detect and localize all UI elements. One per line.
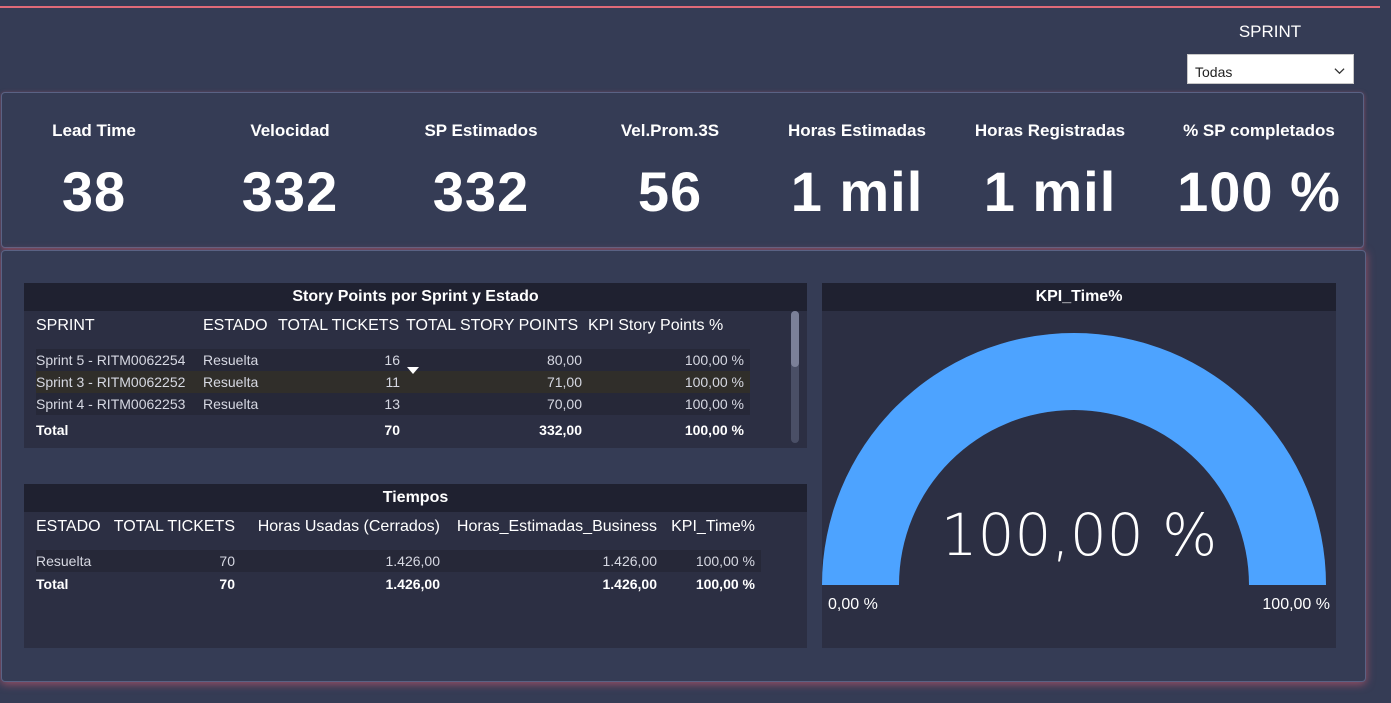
kpi-cards-panel: Lead Time 38 Velocidad 332 SP Estimados … [1,92,1364,248]
table-cell: 1.426,00 [385,576,441,592]
story-points-table-visual[interactable]: Story Points por Sprint y Estado SPRINT … [24,283,807,448]
table-cell: 80,00 [406,349,588,371]
kpi-label: Horas Registradas [974,121,1126,140]
column-header-horas-usadas[interactable]: Horas Usadas (Cerrados) [257,518,440,535]
kpi-value: 38 [61,160,127,223]
table-cell: 332,00 [539,422,582,438]
table-cell: 1.426,00 [446,550,663,572]
sprint-slicer-dropdown[interactable]: Todas [1187,54,1354,84]
column-header-horas-estimadas[interactable]: Horas_Estimadas_Business [456,518,657,535]
chevron-down-icon [1334,68,1345,75]
column-header-sprint[interactable]: SPRINT [36,317,95,334]
table-cell: Resuelta [203,371,278,393]
table-total-row: Total 70 332,00 100,00 % [36,415,750,445]
gauge-min-label: 0,00 % [828,596,878,613]
table-cell: Resuelta [203,393,278,415]
table-cell: Resuelta [203,349,278,371]
sort-descending-icon[interactable] [407,367,419,374]
table-row[interactable]: Sprint 4 - RITM0062253 Resuelta 13 70,00… [36,393,750,415]
tiempos-table: ESTADO TOTAL TICKETS Horas Usadas (Cerra… [36,512,761,596]
kpi-label: Horas Estimadas [788,121,926,140]
gauge-max-label: 100,00 % [1262,596,1330,613]
table-cell: 11 [278,371,406,393]
table-cell: Sprint 3 - RITM0062252 [36,371,203,393]
top-accent-line [0,6,1380,8]
table-cell: 70 [111,550,241,572]
table-cell: 100,00 % [695,576,755,592]
kpi-value: 332 [241,160,339,223]
kpi-label: Lead Time [52,121,136,140]
sprint-slicer-selected: Todas [1195,64,1233,80]
story-points-table: SPRINT ESTADO TOTAL TICKETS TOTAL STORY … [36,311,750,445]
table-cell: 1.426,00 [241,550,446,572]
kpi-label: Velocidad [250,121,330,140]
column-header-total-story-points[interactable]: TOTAL STORY POINTS [406,317,579,334]
table-total-row: Total 70 1.426,00 1.426,00 100,00 % [36,572,761,596]
table-cell: 13 [278,393,406,415]
story-points-table-title: Story Points por Sprint y Estado [24,283,807,311]
kpi-value: 332 [432,160,530,223]
column-header-estado[interactable]: ESTADO [36,518,101,535]
table-cell: 70 [219,576,235,592]
table-cell: 100,00 % [588,371,750,393]
column-header-total-tickets[interactable]: TOTAL TICKETS [278,317,400,334]
table-cell: 70,00 [406,393,588,415]
kpi-value: 1 mil [983,160,1117,223]
main-visuals-panel: Story Points por Sprint y Estado SPRINT … [1,250,1366,682]
tiempos-table-title: Tiempos [24,484,807,512]
column-header-total-tickets[interactable]: TOTAL TICKETS [113,518,235,535]
table-cell: Total [36,422,69,438]
table-cell: Sprint 4 - RITM0062253 [36,393,203,415]
table-row[interactable]: Resuelta 70 1.426,00 1.426,00 100,00 % [36,550,761,572]
kpi-label: SP Estimados [424,121,538,140]
column-header-kpi-story-points[interactable]: KPI Story Points % [588,317,724,334]
table-cell: Sprint 5 - RITM0062254 [36,349,203,371]
sprint-slicer-title: SPRINT [1238,22,1302,41]
table-cell: Total [36,576,69,592]
table-row[interactable]: Sprint 3 - RITM0062252 Resuelta 11 71,00… [36,371,750,393]
scrollbar-thumb[interactable] [791,311,799,367]
gauge-chart [822,333,1326,585]
table-cell: 100,00 % [684,422,744,438]
column-header-kpi-time[interactable]: KPI_Time% [671,518,755,535]
gauge-value-label: 100,00 % [940,501,1218,569]
gauge-fill-arc [822,333,1326,585]
kpi-value: 1 mil [790,160,924,223]
table-cell: 1.426,00 [602,576,658,592]
table-cell: 100,00 % [588,393,750,415]
kpi-value: 100 % [1177,160,1341,223]
table-cell [203,415,278,445]
table-row[interactable]: Sprint 5 - RITM0062254 Resuelta 16 80,00… [36,349,750,371]
table-scrollbar[interactable] [791,311,799,443]
kpi-label: Vel.Prom.3S [620,121,720,140]
column-header-estado[interactable]: ESTADO [203,317,268,334]
kpi-time-gauge-visual[interactable]: KPI_Time% 100,00 % 0,00 % 100,00 % [822,283,1336,648]
gauge-title: KPI_Time% [822,283,1336,311]
table-cell: 16 [278,349,406,371]
table-cell: 100,00 % [663,550,761,572]
table-cell: 70 [384,422,400,438]
kpi-label: % SP completados [1183,121,1335,140]
table-cell: Resuelta [36,550,111,572]
tiempos-table-visual[interactable]: Tiempos ESTADO TOTAL TICKETS Horas Usada… [24,484,807,648]
table-cell: 100,00 % [588,349,750,371]
table-cell: 71,00 [406,371,588,393]
kpi-value: 56 [637,160,703,223]
